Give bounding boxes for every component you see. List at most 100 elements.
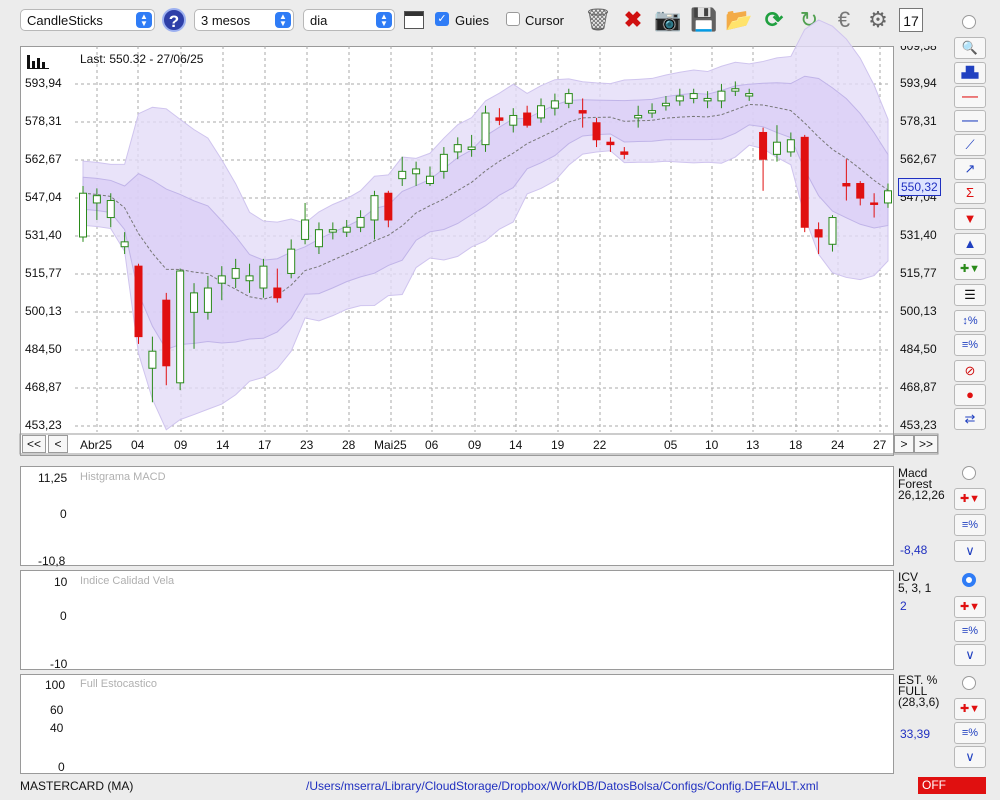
candle-body (675, 95, 684, 102)
record-icon[interactable]: ● (954, 384, 986, 406)
blue-line-icon[interactable]: — (954, 110, 986, 132)
icv-radio[interactable] (962, 573, 976, 587)
macd-ylabel-bottom: -10,8 (38, 554, 66, 568)
guides-label: Guies (455, 13, 489, 28)
sigma-icon[interactable]: Σ (954, 182, 986, 204)
y-tick-label: 468,87 (900, 379, 937, 394)
x-tick-label: 04 (131, 438, 145, 452)
calendar-icon[interactable]: 17 (899, 8, 923, 32)
y-tick-label: 515,77 (25, 266, 62, 280)
candle-body (578, 110, 587, 114)
window-icon[interactable] (404, 11, 424, 29)
sto-radio[interactable] (962, 676, 976, 690)
candle-body (162, 299, 171, 367)
candle-body (620, 151, 629, 155)
guides-checkbox[interactable]: ✓ (435, 12, 449, 26)
gear-icon[interactable]: ⚙ (868, 7, 888, 32)
icv-percent-icon[interactable]: ≡% (954, 620, 986, 642)
nav-next-button[interactable]: > (894, 435, 914, 453)
nav-first-button[interactable]: << (22, 435, 46, 453)
sto-curve-icon[interactable]: ∨ (954, 746, 986, 768)
period-select[interactable]: 3 mesos ▲ ▼ (194, 9, 294, 31)
grid-lines-icon[interactable]: ☰ (954, 284, 986, 306)
candle-body (495, 117, 504, 121)
stochastic-title: Full Estocastico (80, 678, 158, 690)
cursor-checkbox[interactable] (506, 12, 520, 26)
sto-marker-icon[interactable]: ✚▼ (954, 698, 986, 720)
stop-icon[interactable]: ⊘ (954, 360, 986, 382)
period-value: 3 mesos (201, 13, 251, 28)
x-tick-label: 13 (746, 438, 760, 452)
macd-legend-1: Macd (898, 466, 928, 480)
red-line-icon[interactable]: — (954, 86, 986, 108)
macd-ylabel-top: 11,25 (38, 471, 68, 485)
candle-body (453, 144, 462, 153)
macd-legend-2: Forest (898, 477, 933, 491)
x-axis-bar (19, 433, 939, 455)
add-marker-icon[interactable]: ✚▼ (954, 258, 986, 280)
candle-body (120, 241, 129, 248)
icv-marker-icon[interactable]: ✚▼ (954, 596, 986, 618)
candle-body (842, 183, 851, 187)
help-button[interactable]: ? (162, 8, 186, 32)
macd-last-value: -8,48 (900, 543, 928, 557)
icv-curve-icon[interactable]: ∨ (954, 644, 986, 666)
scale-percent-icon[interactable]: ↕% (954, 310, 986, 332)
nav-prev-button[interactable]: < (48, 435, 68, 453)
current-price-tag: 550,32 (898, 178, 941, 196)
y-tick-label: 578,31 (900, 114, 937, 128)
sto-ylabel-100: 100 (45, 678, 66, 692)
delete-icon[interactable]: ✖ (623, 7, 643, 32)
icv-legend-2: 5, 3, 1 (898, 581, 932, 595)
candle-body (717, 90, 726, 102)
candle-body (772, 141, 781, 155)
save-icon[interactable]: 💾 (690, 7, 718, 32)
candle-body (523, 112, 532, 126)
macd-marker-icon[interactable]: ✚▼ (954, 488, 986, 510)
icv-ylabel-zero: 0 (60, 609, 67, 623)
candle-body (467, 146, 476, 150)
candle-body (231, 268, 240, 279)
trend-icon[interactable]: ↗ (954, 158, 986, 180)
folder-icon[interactable]: 📂 (725, 7, 753, 32)
swap-icon[interactable]: ⇄ (954, 408, 986, 430)
candle-body (564, 93, 573, 104)
status-config-path[interactable]: /Users/mserra/Library/CloudStorage/Dropb… (306, 779, 819, 793)
chart-bars-icon[interactable]: ▟▙ (954, 62, 986, 84)
macd-radio[interactable] (962, 466, 976, 480)
icv-ylabel-bottom: -10 (50, 657, 68, 671)
y-tick-label: 484,50 (900, 342, 937, 356)
candle-body (884, 190, 892, 204)
candle-body (92, 195, 101, 204)
currency-icon[interactable]: € (837, 7, 851, 32)
candle-body (370, 195, 379, 221)
y-tick-label: 593,94 (25, 76, 62, 90)
macd-title: Histgrama MACD (80, 471, 166, 483)
y-tick-label: 453,23 (900, 418, 937, 432)
chevron-updown-icon: ▲ ▼ (275, 12, 291, 28)
sto-percent-icon[interactable]: ≡% (954, 722, 986, 744)
camera-icon[interactable]: 📷 (654, 7, 682, 32)
candle-body (745, 93, 754, 97)
x-tick-label: 24 (831, 438, 845, 452)
icv-legend-1: ICV (898, 570, 919, 584)
main-radio[interactable] (962, 15, 976, 29)
candle-body (634, 114, 643, 119)
arrow-up-icon[interactable]: ▲ (954, 233, 986, 255)
macd-curve-icon[interactable]: ∨ (954, 540, 986, 562)
macd-percent-icon[interactable]: ≡% (954, 514, 986, 536)
trash-icon[interactable]: 🗑 (584, 7, 612, 32)
x-tick-label: 06 (425, 438, 439, 452)
chart-type-select[interactable]: CandleSticks ▲ ▼ (20, 9, 155, 31)
status-off-badge[interactable]: OFF (918, 777, 986, 794)
refresh-icon[interactable]: ⟳ (764, 7, 784, 32)
nav-last-button[interactable]: >> (914, 435, 938, 453)
interval-select[interactable]: dia ▲ ▼ (303, 9, 395, 31)
sto-legend-3: (28,3,6) (898, 695, 940, 709)
lines-percent-icon[interactable]: ≡% (954, 334, 986, 356)
arrow-down-icon[interactable]: ▼ (954, 208, 986, 230)
candle-body (176, 270, 185, 384)
candle-body (786, 139, 795, 153)
zoom-icon[interactable]: 🔍 (954, 37, 986, 59)
channel-icon[interactable]: ⟋ (954, 134, 986, 156)
